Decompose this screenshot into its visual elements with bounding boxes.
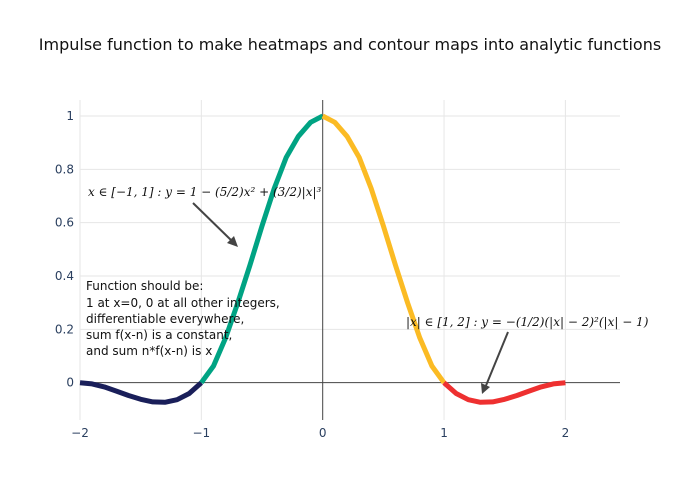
annotation-note-line-1: Function should be: xyxy=(86,279,203,293)
annotation-note-line-5: and sum n*f(x-n) is x xyxy=(86,344,212,358)
axes xyxy=(80,100,620,420)
y-tick-label: 0.6 xyxy=(55,216,74,230)
x-tick-label: 0 xyxy=(319,426,327,440)
annotation-note-line-4: sum f(x-n) is a constant, xyxy=(86,328,232,342)
series-line-3 xyxy=(321,113,447,385)
annotation-outer: |x| ∈ [1, 2] : y = −(1/2)(|x| − 2)²(|x| … xyxy=(406,315,649,394)
annotation-note-line-2: 1 at x=0, 0 at all other integers, xyxy=(86,296,280,310)
x-tick-label: 1 xyxy=(440,426,448,440)
tick-labels: −2 −1 0 1 2 0 0.2 0.4 0.6 0.8 1 xyxy=(55,109,569,440)
annotation-central: x ∈ [−1, 1] : y = 1 − (5/2)x² + (3/2)|x|… xyxy=(88,185,322,247)
annotation-central-arrow xyxy=(192,202,234,243)
y-tick-label: 0.8 xyxy=(55,162,74,176)
y-tick-label: 0 xyxy=(66,376,74,390)
annotation-central-text: x ∈ [−1, 1] : y = 1 − (5/2)x² + (3/2)|x|… xyxy=(88,185,322,199)
y-tick-label: 0.4 xyxy=(55,269,74,283)
y-tick-label: 0.2 xyxy=(55,322,74,336)
series-line-1 xyxy=(79,380,203,405)
annotation-note-line-3: differentiable everywhere, xyxy=(86,312,244,326)
series-line-2 xyxy=(199,113,324,385)
x-tick-label: −1 xyxy=(192,426,210,440)
y-tick-label: 1 xyxy=(66,109,74,123)
series-line-4 xyxy=(442,380,566,405)
chart-title: Impulse function to make heatmaps and co… xyxy=(39,35,661,54)
annotation-outer-arrowhead xyxy=(481,383,490,394)
annotation-outer-text: |x| ∈ [1, 2] : y = −(1/2)(|x| − 2)²(|x| … xyxy=(406,315,649,329)
x-tick-label: −2 xyxy=(71,426,89,440)
annotation-outer-arrow xyxy=(484,331,509,389)
grid xyxy=(79,100,620,420)
annotation-note: Function should be: 1 at x=0, 0 at all o… xyxy=(86,279,280,358)
series-group xyxy=(79,113,566,405)
annotation-central-arrowhead xyxy=(227,236,238,247)
x-tick-label: 2 xyxy=(562,426,570,440)
